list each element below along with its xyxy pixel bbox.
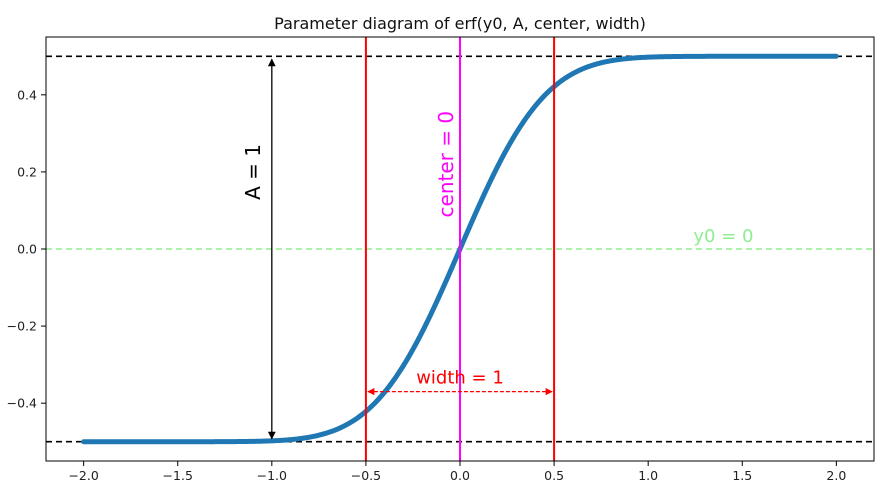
width-annotation-label: width = 1 [416, 368, 504, 389]
y-tick-label: 0.2 [17, 164, 37, 179]
center-annotation-label: center = 0 [434, 111, 458, 218]
x-axis-ticks: −2.0 −1.5 −1.0 −0.5 0.0 0.5 1.0 1.5 2.0 [68, 461, 846, 483]
amplitude-annotation-label: A = 1 [241, 144, 265, 200]
x-tick-label: −1.0 [257, 468, 287, 483]
chart-title: Parameter diagram of erf(y0, A, center, … [274, 14, 646, 33]
y-tick-label: 0.4 [17, 87, 37, 102]
x-tick-label: 0.0 [450, 468, 470, 483]
x-tick-label: 0.5 [544, 468, 564, 483]
plot-area [45, 36, 875, 462]
x-tick-label: 2.0 [826, 468, 846, 483]
x-tick-label: 1.0 [638, 468, 658, 483]
x-tick-label: −2.0 [68, 468, 98, 483]
plot-inner [46, 37, 874, 461]
x-tick-label: −1.5 [163, 468, 193, 483]
y-tick-label: −0.4 [7, 396, 37, 411]
y-tick-label: −0.2 [7, 319, 37, 334]
x-tick-label: −0.5 [351, 468, 381, 483]
x-tick-label: 1.5 [732, 468, 752, 483]
y0-annotation-label: y0 = 0 [693, 226, 753, 247]
y-tick-label: 0.0 [17, 242, 37, 257]
y-axis-ticks: −0.4 −0.2 0.0 0.2 0.4 [7, 87, 46, 411]
